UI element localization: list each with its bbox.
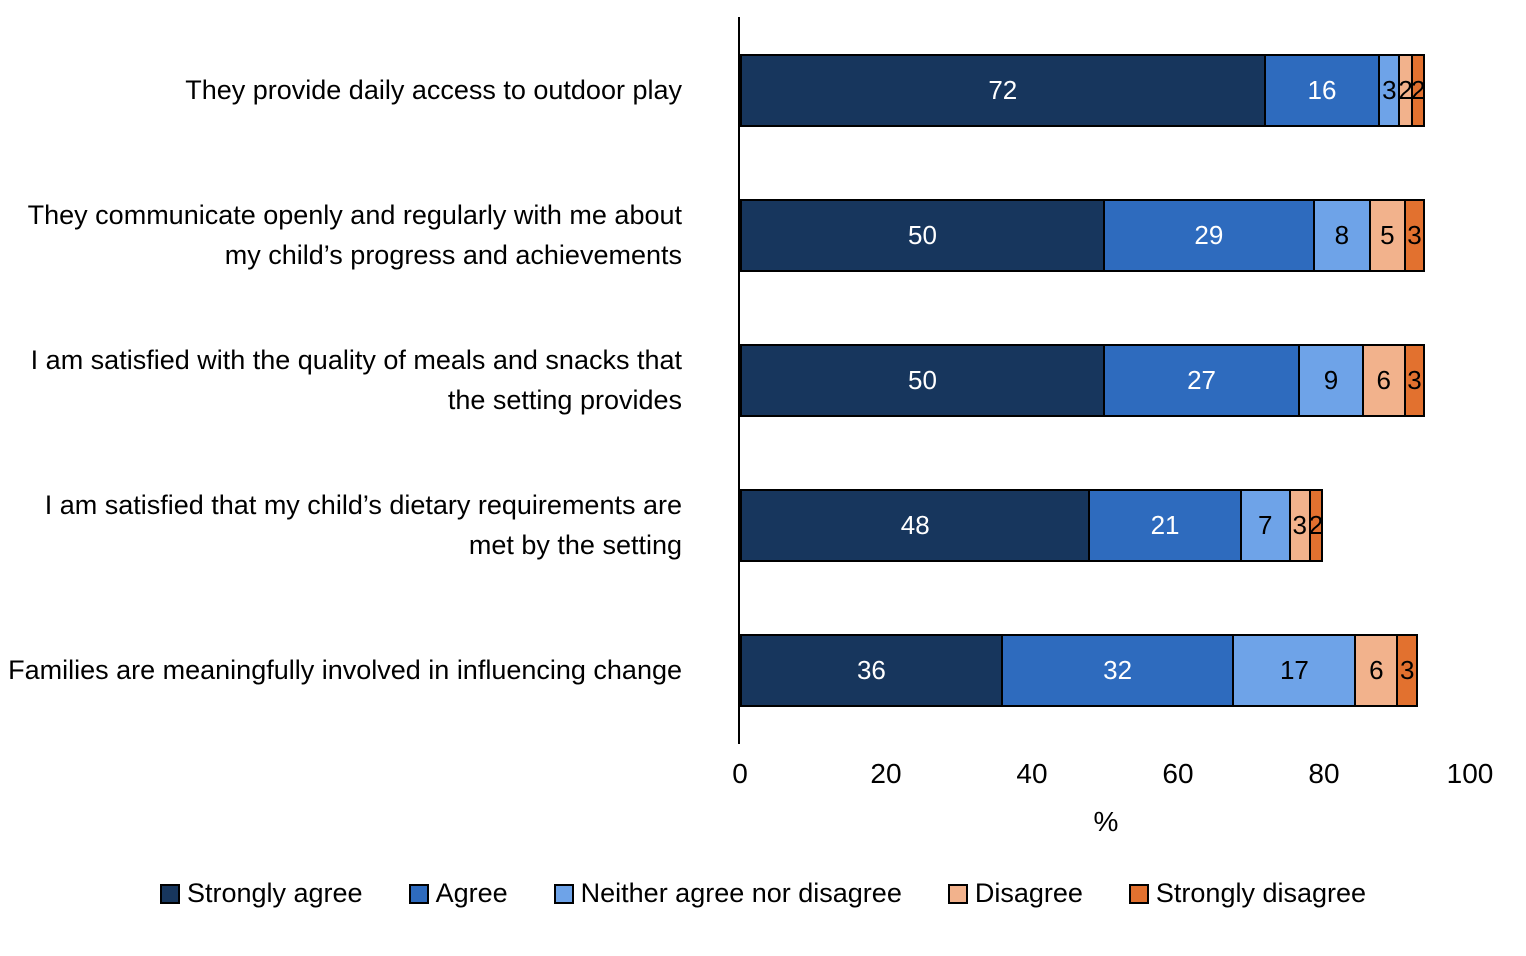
category-label: I am satisfied with the quality of meals…	[30, 345, 682, 415]
segment-value-label: 3	[1407, 365, 1422, 395]
legend-swatch-strongly-disagree	[1128, 883, 1149, 904]
segment-value-label: 36	[856, 655, 886, 685]
x-axis-title: %	[1093, 806, 1119, 837]
segment-value-label: 29	[1194, 220, 1224, 250]
stacked-bar: 50 27 9 6 3	[740, 344, 1426, 417]
bar-segment-strongly-agree: 50	[740, 344, 1105, 417]
bar-segment-disagree: 5	[1369, 199, 1406, 272]
segment-value-label: 2	[1398, 75, 1413, 105]
bar-segment-neither-agree-nor-disagree: 17	[1232, 634, 1357, 707]
chart-row: They communicate openly and regularly wi…	[0, 163, 1526, 308]
chart-legend: Strongly agree Agree Neither agree nor dis…	[0, 878, 1526, 909]
chart-row: I am satisfied that my child’s dietary r…	[0, 453, 1526, 598]
bar-segment-disagree: 6	[1361, 344, 1406, 417]
bar-segment-agree: 21	[1088, 489, 1242, 562]
segment-value-label: 6	[1376, 365, 1391, 395]
bar-segment-strongly-disagree: 3	[1403, 344, 1426, 417]
bar-segment-strongly-disagree: 2	[1308, 489, 1324, 562]
segment-value-label: 3	[1399, 655, 1415, 685]
legend-item-strongly-disagree: Strongly disagree	[1128, 878, 1367, 909]
bar-segment-neither-agree-nor-disagree: 9	[1298, 344, 1364, 417]
segment-value-label: 72	[988, 75, 1018, 105]
legend-label: Neither agree nor disagree	[580, 878, 902, 908]
category-label: They provide daily access to outdoor pla…	[185, 74, 682, 105]
chart-rows: They provide daily access to outdoor pla…	[0, 18, 1526, 743]
bar-segment-strongly-disagree: 3	[1396, 634, 1419, 707]
segment-value-label: 50	[908, 365, 937, 395]
segment-value-label: 3	[1292, 510, 1307, 540]
legend-item-neither-agree-nor-disagree: Neither agree nor disagree	[553, 878, 902, 909]
segment-value-label: 6	[1369, 655, 1384, 685]
stacked-bar: 50 29 8 5 3	[740, 199, 1426, 272]
bar-segment-strongly-agree: 72	[740, 54, 1266, 127]
bar-segment-agree: 29	[1103, 199, 1315, 272]
y-axis-line	[738, 17, 740, 744]
bar-segment-disagree: 3	[1288, 489, 1311, 562]
legend-label: Strongly agree	[186, 878, 363, 908]
segment-value-label: 5	[1380, 220, 1395, 250]
bar-segment-strongly-agree: 48	[740, 489, 1091, 562]
category-label: Families are meaningfully involved in in…	[8, 654, 682, 685]
bar-segment-agree: 16	[1263, 54, 1381, 127]
bar-segment-neither-agree-nor-disagree: 3	[1378, 54, 1401, 127]
segment-value-label: 3	[1407, 220, 1422, 250]
stacked-bar: 48 21 7 3 2	[740, 489, 1324, 562]
segment-value-label: 9	[1323, 365, 1339, 395]
bar-segment-neither-agree-nor-disagree: 7	[1239, 489, 1291, 562]
legend-swatch-strongly-agree	[159, 883, 180, 904]
legend-swatch-neither-agree-nor-disagree	[553, 883, 574, 904]
bar-segment-neither-agree-nor-disagree: 8	[1312, 199, 1372, 272]
category-label: They communicate openly and regularly wi…	[27, 200, 682, 270]
legend-label: Disagree	[974, 878, 1083, 908]
chart-row: I am satisfied with the quality of meals…	[0, 308, 1526, 453]
category-label: I am satisfied that my child’s dietary r…	[44, 490, 682, 560]
legend-item-agree: Agree	[408, 878, 508, 909]
bar-segment-strongly-agree: 36	[740, 634, 1003, 707]
legend-item-strongly-agree: Strongly agree	[159, 878, 363, 909]
stacked-bar: 72 16 3 2 2	[740, 54, 1426, 127]
bar-segment-strongly-disagree: 3	[1403, 199, 1426, 272]
bar-segment-disagree: 6	[1354, 634, 1399, 707]
segment-value-label: 17	[1279, 655, 1309, 685]
legend-swatch-agree	[408, 883, 429, 904]
x-tick-label: 60	[1162, 758, 1194, 789]
chart-row: Families are meaningfully involved in in…	[0, 598, 1526, 743]
segment-value-label: 8	[1334, 220, 1350, 250]
x-tick-label: 0	[732, 758, 748, 789]
segment-value-label: 48	[900, 510, 930, 540]
x-tick-label: 80	[1308, 758, 1340, 789]
segment-value-label: 16	[1307, 75, 1337, 105]
segment-value-label: 7	[1258, 510, 1273, 540]
chart-row: They provide daily access to outdoor pla…	[0, 18, 1526, 163]
x-tick-label: 20	[870, 758, 902, 789]
bar-segment-disagree: 2	[1398, 54, 1413, 127]
segment-value-label: 27	[1187, 365, 1216, 395]
segment-value-label: 2	[1410, 75, 1426, 105]
bar-segment-strongly-agree: 50	[740, 199, 1105, 272]
segment-value-label: 21	[1150, 510, 1180, 540]
segment-value-label: 32	[1103, 655, 1133, 685]
x-tick-label: 40	[1016, 758, 1048, 789]
x-axis-ticks: 0 20 40 60 80 100	[732, 758, 1493, 792]
legend-label: Strongly disagree	[1155, 878, 1367, 908]
bar-segment-agree: 27	[1103, 344, 1301, 417]
bar-segment-agree: 32	[1000, 634, 1235, 707]
legend-item-disagree: Disagree	[947, 878, 1083, 909]
segment-value-label: 50	[908, 220, 937, 250]
bar-segment-strongly-disagree: 2	[1410, 54, 1426, 127]
segment-value-label: 3	[1382, 75, 1397, 105]
x-tick-label: 100	[1446, 758, 1494, 789]
legend-swatch-disagree	[947, 883, 968, 904]
segment-value-label: 2	[1308, 510, 1324, 540]
legend-label: Agree	[435, 878, 508, 908]
stacked-bar: 36 32 17 6 3	[740, 634, 1419, 707]
